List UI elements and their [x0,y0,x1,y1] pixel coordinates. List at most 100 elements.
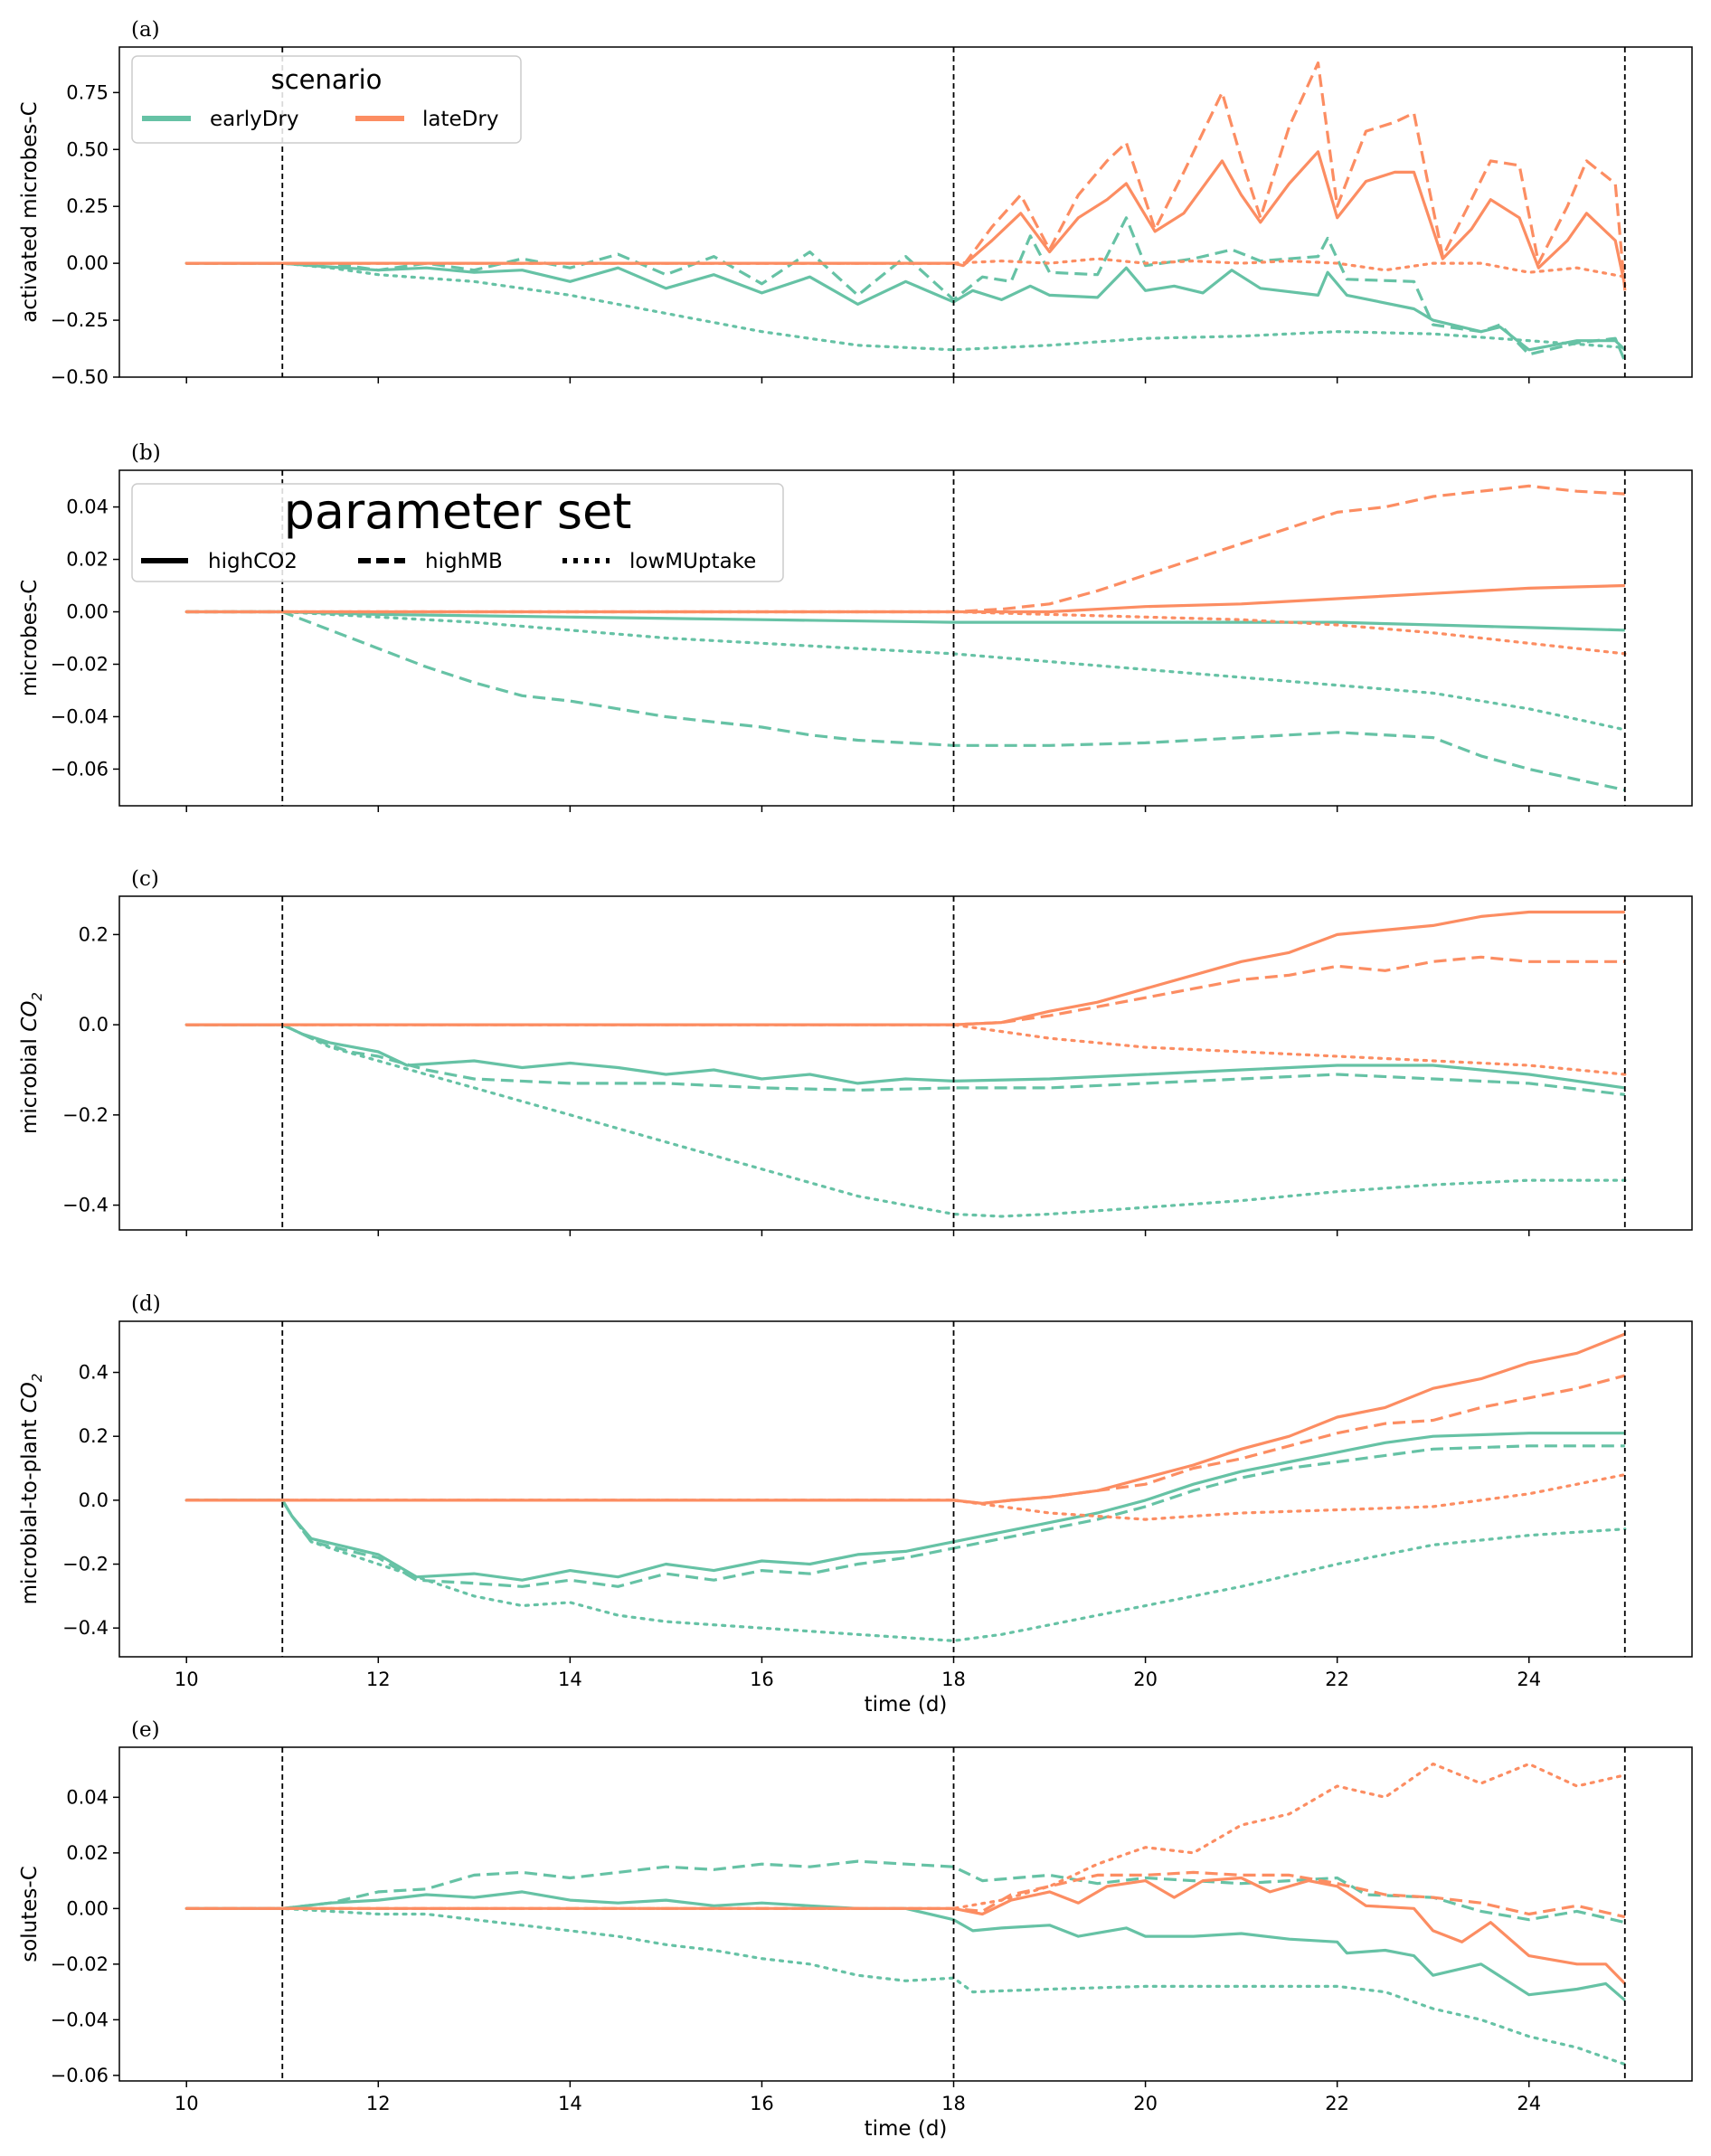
panel-letter: (a) [131,18,160,42]
plot-frame [118,46,1693,378]
y-axis-label: activated microbes-C [18,101,42,323]
y-tick-label: 0.02 [66,549,109,571]
x-tick-label: 10 [175,1669,199,1690]
x-tick-label: 10 [175,2093,199,2114]
series-earlyDry-lowMUptake [184,1023,1627,1218]
panel-b: (b) −0.06 −0.04 −0.02 0.00 0.02 0.04 microbes-C [18,441,1693,812]
legend-parameter-set-title: parameter set [284,483,632,540]
legend-parameter-set: parameter set highCO2 highMB lowMUptake [131,483,784,582]
series-earlyDry-highMB [186,1859,1626,1924]
y-axis-label: microbial CO2 [18,992,45,1134]
series-earlyDry-lowMUptake [184,1499,1627,1642]
plot-frame [118,1320,1693,1658]
legend-label-highCO2: highCO2 [208,550,298,573]
panel-letter: (e) [131,1718,160,1742]
y-tick-label: 0.4 [79,1362,109,1384]
y-tick-label: 0.2 [79,923,109,945]
series-lateDry-highMB [186,1374,1626,1505]
series-earlyDry-lowMUptake [184,610,1627,732]
x-tick-label: 12 [366,1669,391,1690]
x-axis-label: time (d) [865,1693,948,1716]
y-tick-label: 0.00 [66,601,109,623]
y-tick-label: 0.04 [66,1786,109,1808]
series-lateDry-lowMUptake [184,610,1627,656]
x-tick-label: 24 [1517,1669,1541,1690]
y-tick-label: −0.50 [51,366,109,388]
series-earlyDry-highCO2 [186,1023,1626,1090]
y-tick-label: −0.25 [51,309,109,331]
y-tick-label: 0.0 [79,1014,109,1035]
series-lateDry-highCO2 [186,1876,1626,1985]
legend-label-earlyDry: earlyDry [210,108,298,131]
y-tick-label: −0.4 [62,1195,109,1216]
y-tick-label: −0.04 [51,2009,109,2030]
series-lateDry-highCO2 [186,150,1627,287]
series-lateDry-highMB [186,61,1627,291]
y-axis-label: microbial-to-plant CO2 [18,1374,45,1605]
panel-letter: (b) [131,441,161,465]
y-tick-label: 0.50 [66,138,109,160]
series-earlyDry-highCO2 [186,610,1625,632]
panel-letter: (d) [131,1292,161,1316]
x-axis-label: time (d) [865,2117,948,2141]
panel-letter: (c) [131,867,159,891]
legend-scenario: scenario earlyDry lateDry [131,55,522,144]
series-group [184,1762,1627,2066]
panel-c: (c) −0.4 −0.2 0.0 0.2 microbial CO2 [18,867,1693,1236]
x-tick-label: 14 [558,2093,582,2114]
series-lateDry-highCO2 [186,1332,1626,1505]
plot-frame [118,469,1693,807]
series-earlyDry-highCO2 [186,1432,1625,1582]
y-tick-label: −0.4 [62,1617,109,1639]
series-earlyDry-lowMUptake [184,261,1627,352]
x-tick-label: 22 [1325,1669,1349,1690]
series-earlyDry-highCO2 [186,261,1626,352]
series-earlyDry-highMB [186,1023,1625,1096]
y-tick-label: 0.04 [66,496,109,518]
y-tick-label: −0.2 [62,1554,109,1575]
series-group [184,61,1627,363]
x-tick-label: 22 [1325,2093,1349,2114]
series-earlyDry-lowMUptake [184,1906,1627,2066]
legend-label-lateDry: lateDry [422,108,498,131]
x-tick-label: 20 [1133,2093,1158,2114]
legend-scenario-title: scenario [271,64,383,95]
y-axis-label: solutes-C [18,1866,42,1962]
series-group [184,910,1627,1218]
legend-parameter-set-frame [131,483,784,582]
panel-e: (e) −0.06 −0.04 −0.02 0.00 0.02 0.04 10 12 14 16 18… [18,1718,1693,2141]
y-tick-label: 0.2 [79,1425,109,1447]
legend-scenario-frame [131,55,522,144]
y-tick-label: 0.0 [79,1489,109,1511]
series-lateDry-highMB [186,484,1625,614]
x-tick-label: 12 [366,2093,391,2114]
series-earlyDry-highCO2 [186,1890,1626,2002]
series-lateDry-highCO2 [186,583,1625,614]
y-tick-label: −0.2 [62,1104,109,1126]
legend-label-highMB: highMB [425,550,503,573]
x-tick-label: 18 [941,2093,966,2114]
x-tick-label: 20 [1133,1669,1158,1690]
y-tick-label: −0.02 [51,1953,109,1975]
y-tick-label: −0.02 [51,653,109,675]
series-lateDry-lowMUptake [184,257,1627,279]
series-lateDry-lowMUptake [184,1762,1627,1910]
series-lateDry-lowMUptake [184,1023,1627,1076]
series-earlyDry-highMB [186,610,1626,792]
series-earlyDry-highMB [186,216,1627,363]
series-lateDry-highMB [186,955,1625,1026]
panels: (a) −0.50 −0.25 0.00 0.25 0.50 0.75 activated m… [18,18,1693,2141]
plot-frame [118,1746,1693,2082]
x-tick-label: 16 [750,1669,774,1690]
y-axis-label: microbes-C [18,580,42,697]
x-tick-label: 16 [750,2093,774,2114]
y-tick-label: −0.06 [51,2065,109,2086]
y-tick-label: 0.00 [66,252,109,274]
legend-label-lowMUptake: lowMUptake [629,550,756,573]
series-group [184,1332,1627,1642]
panel-d: (d) −0.4 −0.2 0.0 0.2 0.4 10 12 14 16 18 20 22 24 micr… [18,1292,1693,1716]
x-tick-label: 18 [941,1669,966,1690]
y-tick-label: −0.04 [51,705,109,727]
y-tick-label: 0.00 [66,1897,109,1919]
